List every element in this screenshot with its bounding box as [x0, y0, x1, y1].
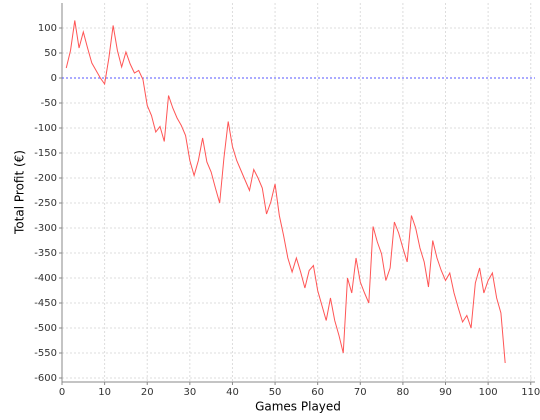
x-tick-label: 50 [269, 387, 282, 398]
y-tick-label: 0 [51, 73, 57, 84]
x-tick-label: 100 [479, 387, 498, 398]
x-tick-label: 70 [354, 387, 367, 398]
y-tick-label: -500 [34, 323, 57, 334]
y-tick-label: -50 [41, 98, 57, 109]
y-tick-label: -550 [34, 348, 57, 359]
x-axis-label: Games Played [255, 400, 341, 414]
y-tick-label: -400 [34, 273, 57, 284]
y-tick-label: -300 [34, 223, 57, 234]
x-tick-label: 80 [397, 387, 410, 398]
x-tick-label: 10 [98, 387, 111, 398]
x-tick-label: 60 [311, 387, 324, 398]
y-tick-label: -450 [34, 298, 57, 309]
y-tick-label: -350 [34, 248, 57, 259]
y-axis-label: Total Profit (€) [13, 150, 27, 235]
y-tick-label: -100 [34, 123, 57, 134]
plot-area [62, 3, 535, 382]
x-tick-label: 110 [521, 387, 540, 398]
y-tick-label: 100 [38, 23, 57, 34]
y-tick-label: -250 [34, 198, 57, 209]
line-series [65, 20, 506, 364]
x-tick-label: 20 [141, 387, 154, 398]
y-tick-label: 50 [44, 48, 57, 59]
x-tick-label: 90 [439, 387, 452, 398]
y-tick-label: -600 [34, 373, 57, 384]
x-tick-label: 0 [59, 387, 65, 398]
x-tick-label: 40 [226, 387, 239, 398]
x-tick-label: 30 [183, 387, 196, 398]
y-tick-label: -200 [34, 173, 57, 184]
y-tick-label: -150 [34, 148, 57, 159]
